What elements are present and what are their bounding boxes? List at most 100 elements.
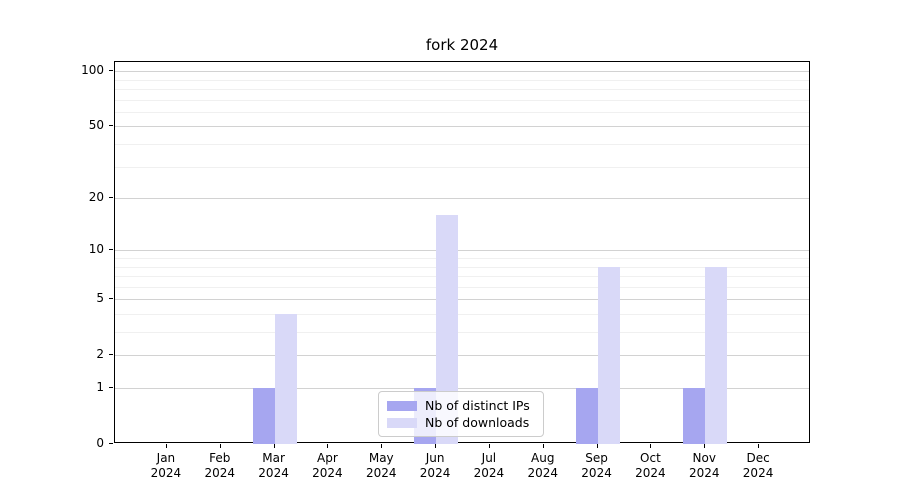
y-gridline-major (115, 388, 809, 389)
x-tick-mark (435, 444, 437, 448)
y-tick-label: 5 (96, 291, 104, 306)
legend-label: Nb of downloads (425, 415, 530, 430)
y-gridline-minor (115, 258, 809, 259)
y-gridline-major (115, 299, 809, 301)
y-tick-mark (109, 443, 113, 444)
y-tick-mark (109, 387, 113, 388)
x-tick-mark (165, 444, 167, 448)
x-tick-mark (327, 444, 329, 448)
x-tick-year: 2024 (365, 466, 397, 480)
x-tick-month: Aug (531, 451, 555, 465)
x-tick-year: 2024 (150, 466, 182, 480)
y-gridline-minor (115, 89, 809, 91)
y-gridline-major (115, 198, 809, 200)
x-tick-label: May 2024 (351, 451, 411, 481)
x-tick-month: Feb (209, 451, 231, 465)
x-tick-month: Dec (746, 451, 770, 465)
y-tick-mark (109, 125, 113, 127)
x-tick-label: Jan 2024 (136, 451, 196, 481)
y-gridline-minor (115, 144, 809, 146)
x-tick-mark (704, 444, 706, 448)
x-tick-mark (758, 444, 760, 448)
x-tick-year: 2024 (419, 466, 451, 480)
legend-item: Nb of distinct IPs (387, 398, 535, 414)
y-gridline-minor (115, 79, 809, 81)
bar-distinct-ips (252, 388, 275, 444)
x-tick-label: Jul 2024 (459, 451, 519, 481)
x-tick-label: Jun 2024 (405, 451, 465, 481)
x-tick-month: Jul (481, 451, 497, 465)
plot-area (114, 61, 810, 444)
x-tick-label: Mar 2024 (244, 451, 304, 481)
x-tick-mark (381, 444, 383, 448)
y-gridline-minor (115, 111, 809, 113)
y-tick-mark (109, 354, 113, 356)
x-tick-label: Aug 2024 (513, 451, 573, 481)
x-tick-month: Jan (156, 451, 176, 465)
y-gridline-minor (115, 332, 809, 334)
legend-label: Nb of distinct IPs (425, 398, 530, 413)
y-gridline-minor (115, 286, 809, 288)
x-tick-mark (273, 444, 275, 448)
x-tick-year: 2024 (527, 466, 559, 480)
x-tick-month: Oct (640, 451, 661, 465)
x-tick-year: 2024 (635, 466, 666, 480)
y-gridline-major (115, 250, 809, 252)
y-tick-label: 20 (88, 190, 104, 205)
legend: Nb of distinct IPs Nb of downloads (378, 391, 544, 437)
x-tick-label: Dec 2024 (728, 451, 788, 481)
x-tick-year: 2024 (204, 466, 236, 480)
chart-title: fork 2024 (425, 36, 499, 54)
x-tick-year: 2024 (742, 466, 774, 480)
y-gridline-major (115, 126, 809, 128)
legend-swatch (387, 417, 417, 428)
x-tick-label: Oct 2024 (620, 451, 680, 481)
x-tick-label: Nov 2024 (674, 451, 734, 481)
y-gridline-major (115, 71, 809, 73)
y-gridline-minor (115, 99, 809, 101)
x-tick-year: 2024 (688, 466, 720, 480)
bar-distinct-ips (683, 388, 706, 444)
legend-item: Nb of downloads (387, 415, 535, 431)
x-tick-mark (650, 444, 652, 448)
bar-downloads (705, 266, 728, 444)
x-tick-label: Apr 2024 (297, 451, 357, 481)
y-gridline-major (115, 355, 809, 357)
bar-downloads (436, 215, 459, 444)
y-tick-mark (109, 70, 113, 72)
x-tick-label: Feb 2024 (190, 451, 250, 481)
y-tick-label: 10 (88, 242, 104, 257)
x-tick-month: Apr (317, 451, 338, 465)
x-tick-label: Sep 2024 (567, 451, 627, 481)
y-tick-mark (109, 249, 113, 251)
x-tick-month: May (368, 451, 394, 465)
x-tick-year: 2024 (473, 466, 505, 480)
x-tick-mark (596, 444, 598, 448)
x-tick-year: 2024 (581, 466, 612, 480)
x-tick-mark (542, 444, 544, 448)
y-gridline-minor (115, 166, 809, 168)
x-tick-month: Jun (425, 451, 445, 465)
x-tick-month: Nov (692, 451, 716, 465)
bar-distinct-ips (575, 388, 598, 444)
legend-swatch (387, 400, 417, 411)
x-tick-year: 2024 (258, 466, 289, 480)
y-gridline-minor (115, 266, 809, 268)
x-tick-month: Sep (585, 451, 608, 465)
bar-downloads (597, 266, 620, 444)
y-tick-label: 0 (96, 436, 104, 450)
x-tick-year: 2024 (312, 466, 343, 480)
y-tick-mark (109, 298, 113, 300)
y-tick-mark (109, 197, 113, 199)
y-gridline-minor (115, 276, 809, 278)
x-tick-mark (219, 444, 221, 448)
x-tick-month: Mar (262, 451, 285, 465)
y-tick-label: 100 (81, 63, 104, 78)
y-tick-label: 50 (88, 118, 104, 133)
bar-downloads (274, 313, 297, 444)
y-tick-label: 1 (96, 380, 104, 394)
x-tick-mark (488, 444, 490, 448)
y-tick-label: 2 (96, 347, 104, 362)
y-gridline-minor (115, 313, 809, 315)
